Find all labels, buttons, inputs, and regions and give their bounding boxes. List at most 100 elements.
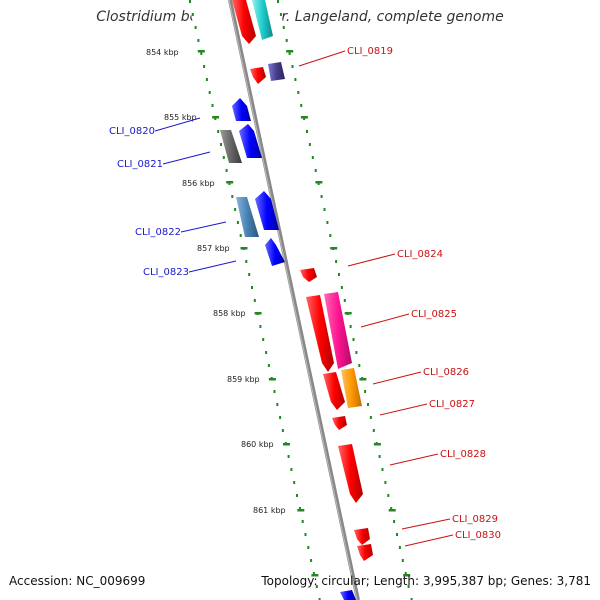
minor-tick	[291, 65, 294, 68]
minor-tick	[277, 0, 279, 3]
minor-tick	[390, 507, 393, 510]
gene-label-cli-0819[interactable]: CLI_0819	[347, 46, 393, 57]
gene-bottom-blue-feature[interactable]	[340, 590, 356, 600]
gene-cli-0825-pink-feature[interactable]	[324, 292, 352, 369]
minor-tick	[273, 390, 276, 393]
minor-tick	[358, 364, 361, 367]
minor-tick	[311, 156, 314, 159]
minor-tick	[253, 299, 256, 302]
major-tick	[300, 116, 308, 119]
forward-genes	[220, 98, 285, 266]
gene-cli-0820-feature[interactable]	[232, 98, 251, 121]
major-tick	[283, 443, 290, 446]
minor-tick	[352, 338, 355, 341]
minor-tick	[338, 273, 340, 276]
minor-tick	[290, 468, 293, 471]
major-tick	[344, 312, 352, 315]
leader-line	[188, 260, 237, 273]
kbp-label: 857 kbp	[197, 244, 230, 253]
minor-tick	[396, 533, 398, 536]
gene-cli-0830-feature[interactable]	[357, 544, 373, 561]
minor-tick	[282, 26, 285, 29]
minor-tick	[404, 572, 407, 575]
kbp-label: 859 kbp	[227, 375, 260, 384]
minor-tick	[364, 390, 367, 393]
major-tick	[373, 443, 381, 446]
gene-top-cyan-feature[interactable]	[252, 0, 273, 40]
gene-cli-0821-gray-feature[interactable]	[220, 130, 242, 163]
major-tick	[403, 574, 411, 577]
genome-backbone	[228, 0, 360, 600]
minor-tick	[205, 78, 208, 81]
major-tick	[212, 116, 220, 119]
minor-tick	[381, 468, 384, 471]
gene-cli-0827-feature[interactable]	[332, 416, 347, 430]
minor-tick	[296, 494, 298, 497]
leader-line	[360, 313, 410, 328]
minor-tick	[225, 169, 228, 172]
major-tick	[268, 378, 276, 381]
leader-line	[180, 221, 227, 233]
gene-cli-0826-orange-feature[interactable]	[341, 368, 362, 408]
minor-tick	[310, 559, 313, 562]
gene-cli-0829-feature[interactable]	[354, 528, 370, 545]
minor-tick	[259, 325, 262, 328]
gene-label-cli-0826[interactable]: CLI_0826	[423, 367, 469, 378]
inner-tick-track	[189, 0, 321, 600]
minor-tick	[231, 195, 234, 198]
minor-tick	[288, 52, 291, 55]
kbp-label: 855 kbp	[164, 113, 197, 122]
leader-line	[389, 453, 439, 466]
kbp-label: 861 kbp	[253, 506, 286, 515]
gene-label-cli-0823[interactable]: CLI_0823	[143, 267, 189, 278]
gene-cli-0825-feature[interactable]	[306, 295, 334, 372]
gene-top-red-feature[interactable]	[232, 0, 256, 44]
minor-tick	[306, 130, 308, 133]
gene-cli-0819-feature[interactable]	[268, 62, 285, 81]
minor-tick	[262, 338, 265, 341]
kbp-label: 856 kbp	[182, 179, 215, 188]
kbp-label: 854 kbp	[146, 48, 179, 57]
minor-tick	[217, 130, 220, 133]
minor-tick	[387, 494, 390, 497]
minor-tick	[372, 429, 375, 432]
accession-text: Accession: NC_009699	[9, 574, 146, 588]
gene-cli-0822-steel-feature[interactable]	[236, 197, 259, 237]
gene-cli-0819-red-feature[interactable]	[250, 67, 266, 84]
gene-label-cli-0820[interactable]: CLI_0820	[109, 126, 155, 137]
gene-label-cli-0830[interactable]: CLI_0830	[455, 530, 501, 541]
reverse-genes	[232, 0, 373, 600]
gene-label-cli-0829[interactable]: CLI_0829	[452, 514, 498, 525]
minor-tick	[407, 585, 410, 588]
minor-tick	[189, 0, 191, 3]
minor-tick	[369, 416, 372, 419]
minor-tick	[301, 520, 304, 523]
minor-tick	[401, 559, 404, 562]
major-tick	[254, 312, 262, 315]
gene-label-cli-0822[interactable]: CLI_0822	[135, 227, 181, 238]
gene-label-cli-0828[interactable]: CLI_0828	[440, 449, 486, 460]
minor-tick	[294, 78, 297, 81]
gene-cli-0828-feature[interactable]	[338, 444, 363, 503]
gene-label-cli-0821[interactable]: CLI_0821	[117, 159, 163, 170]
minor-tick	[251, 286, 253, 289]
gene-cli-0823-feature[interactable]	[265, 238, 285, 266]
gene-cli-0822-feature[interactable]	[255, 191, 279, 230]
gene-label-cli-0825[interactable]: CLI_0825	[411, 309, 457, 320]
minor-tick	[307, 546, 310, 549]
major-tick	[315, 181, 323, 184]
major-tick	[330, 247, 338, 250]
kbp-label: 858 kbp	[213, 309, 246, 318]
gene-label-cli-0827[interactable]: CLI_0827	[429, 399, 475, 410]
minor-tick	[300, 104, 303, 107]
gene-label-cli-0824[interactable]: CLI_0824	[397, 249, 443, 260]
major-tick	[197, 50, 205, 53]
minor-tick	[343, 299, 346, 302]
minor-tick	[234, 208, 237, 211]
gene-cli-0824-feature[interactable]	[300, 268, 317, 282]
minor-tick	[222, 156, 225, 159]
gene-cli-0826-feature[interactable]	[323, 372, 345, 410]
minor-tick	[211, 104, 214, 107]
gene-cli-0821-feature[interactable]	[239, 124, 262, 158]
